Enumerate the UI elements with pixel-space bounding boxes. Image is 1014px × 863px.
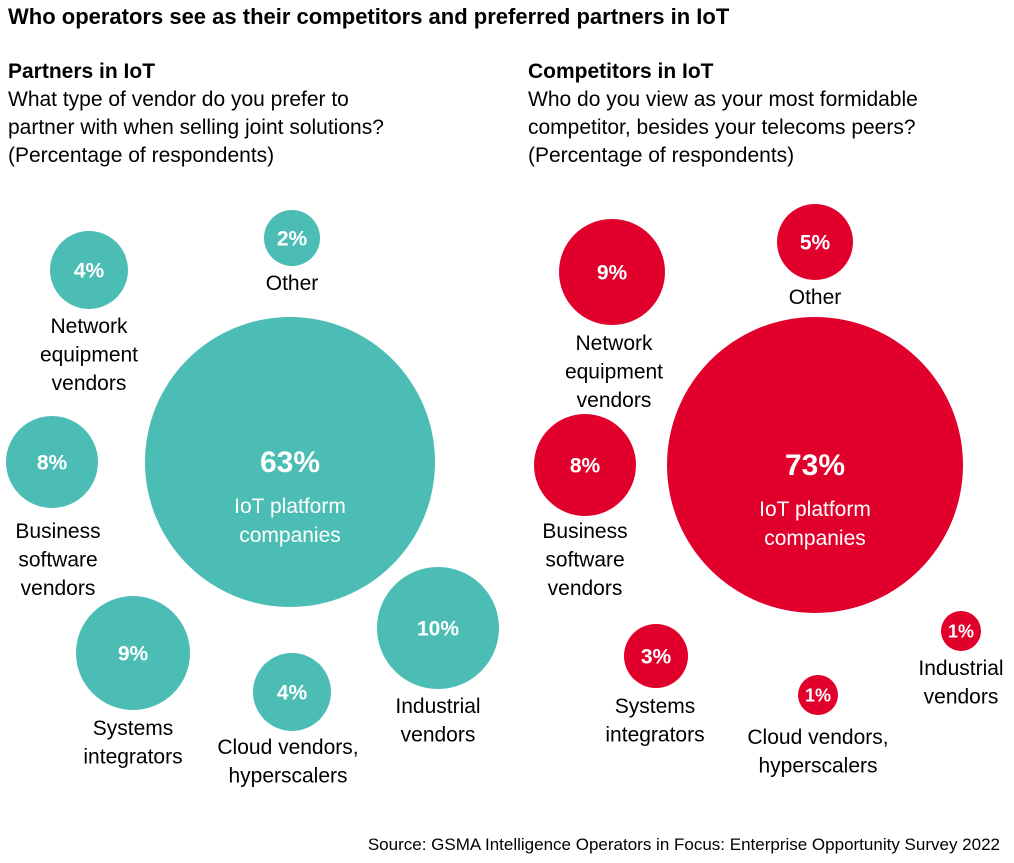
category-label: Business: [15, 520, 100, 543]
category-label: vendors: [924, 686, 999, 709]
category-label: hyperscalers: [228, 765, 347, 788]
category-label: Network: [50, 315, 128, 338]
value-label: 73%: [785, 449, 845, 482]
category-label: software: [545, 549, 624, 572]
category-label: IoT platform: [234, 495, 346, 518]
value-label: 1%: [948, 621, 974, 641]
category-label: Network: [575, 332, 653, 355]
category-label: Industrial: [918, 657, 1003, 680]
partners-subtitle-1: What type of vendor do you prefer to: [8, 88, 349, 111]
competitors-subtitle-3: (Percentage of respondents): [528, 144, 795, 167]
bubble-systems-integrators: [624, 624, 688, 688]
competitors-title: Competitors in IoT: [528, 60, 714, 83]
competitors-subtitle-2: competitor, besides your telecoms peers?: [528, 116, 916, 139]
value-label: 9%: [597, 262, 628, 285]
value-label: 8%: [570, 455, 601, 478]
category-label: IoT platform: [759, 498, 871, 521]
bubble-network-equipment-vendors: [50, 231, 128, 309]
bubble-cloud-vendors-hyperscalers: [798, 675, 838, 715]
bubble-business-software-vendors: [534, 414, 636, 516]
bubble-other: [777, 204, 853, 280]
value-label: 2%: [277, 228, 308, 251]
category-label: vendors: [401, 724, 476, 747]
category-label: Cloud vendors,: [747, 726, 888, 749]
category-label: equipment: [565, 361, 663, 384]
value-label: 1%: [805, 685, 831, 705]
value-label: 10%: [417, 618, 459, 641]
value-label: 4%: [74, 260, 105, 283]
category-label: vendors: [548, 577, 623, 600]
value-label: 63%: [260, 446, 320, 479]
partners-subtitle-3: (Percentage of respondents): [8, 144, 275, 167]
partners-header: Partners in IoT What type of vendor do y…: [8, 58, 384, 170]
bubble-iot-platform-companies: [145, 317, 435, 607]
category-label: hyperscalers: [758, 755, 877, 778]
value-label: 9%: [118, 643, 149, 666]
partners-subtitle-2: partner with when selling joint solution…: [8, 116, 384, 139]
category-label: Business: [542, 520, 627, 543]
bubble-network-equipment-vendors: [559, 219, 665, 325]
chart-title: Who operators see as their competitors a…: [8, 4, 730, 29]
source-note: Source: GSMA Intelligence Operators in F…: [367, 835, 1000, 854]
partners-title: Partners in IoT: [8, 60, 156, 83]
value-label: 5%: [800, 232, 831, 255]
category-label: Cloud vendors,: [217, 736, 358, 759]
category-label: vendors: [52, 372, 127, 395]
bubble-other: [264, 210, 320, 266]
category-label: vendors: [577, 389, 652, 412]
category-label: Other: [266, 272, 319, 295]
bubble-systems-integrators: [76, 596, 190, 710]
bubble-iot-platform-companies: [667, 317, 963, 613]
category-label: Industrial: [395, 695, 480, 718]
bubble-industrial-vendors: [377, 567, 499, 689]
bubble-industrial-vendors: [941, 611, 981, 651]
category-label: companies: [764, 527, 866, 550]
competitors-header: Competitors in IoT Who do you view as yo…: [528, 58, 918, 170]
bubble-business-software-vendors: [6, 416, 98, 508]
value-label: 3%: [641, 646, 672, 669]
category-label: Other: [789, 286, 842, 309]
bubble-cloud-vendors-hyperscalers: [253, 653, 331, 731]
competitors-subtitle-1: Who do you view as your most formidable: [528, 88, 918, 111]
category-label: software: [18, 549, 97, 572]
category-label: companies: [239, 524, 341, 547]
category-label: Systems: [615, 695, 696, 718]
category-label: integrators: [83, 746, 182, 769]
category-label: vendors: [21, 577, 96, 600]
value-label: 8%: [37, 452, 68, 475]
category-label: integrators: [605, 724, 704, 747]
category-label: equipment: [40, 344, 138, 367]
category-label: Systems: [93, 717, 174, 740]
value-label: 4%: [277, 682, 308, 705]
